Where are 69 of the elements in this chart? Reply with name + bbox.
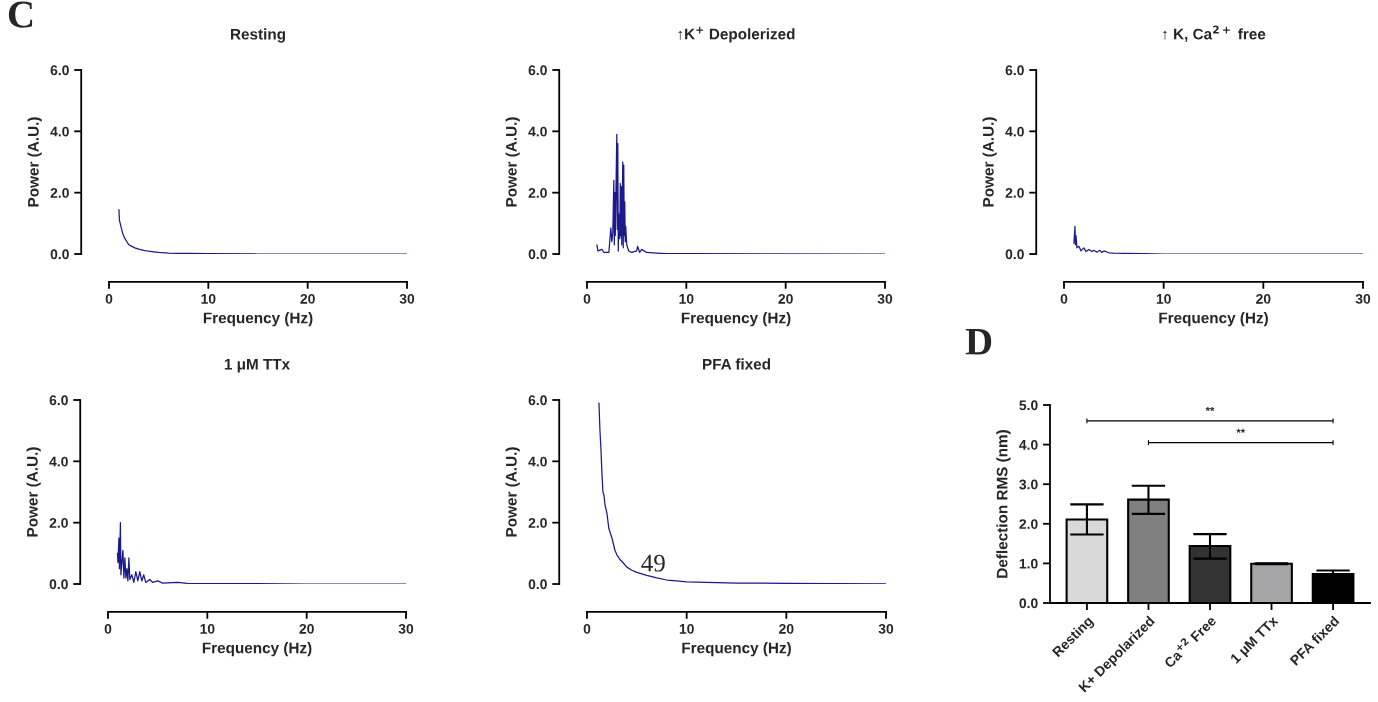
x-tick-label: 20 xyxy=(1256,293,1271,304)
x-axis-title: Frequency (Hz) xyxy=(202,642,312,657)
y-axis-title: Power (A.U.) xyxy=(505,447,520,537)
y-axis-title: Deflection RMS (nm) xyxy=(996,430,1011,578)
y-tick-label: 2.0 xyxy=(50,188,69,198)
x-tick-label: 20 xyxy=(779,623,794,634)
x-tick-label: 30 xyxy=(1355,293,1371,304)
x-axis-title: Frequency (Hz) xyxy=(203,312,313,327)
x-tick-label: 0 xyxy=(583,623,591,634)
y-tick-label: 1.0 xyxy=(1019,558,1038,569)
y-tick-label: 2.0 xyxy=(1019,519,1038,529)
y-tick-label: 3.0 xyxy=(1019,479,1038,490)
x-tick-label: 30 xyxy=(878,623,894,634)
chart-title: 1 μM TTx xyxy=(224,358,290,373)
x-axis-title: Frequency (Hz) xyxy=(681,312,791,327)
y-tick-label: 4.0 xyxy=(1019,439,1038,450)
x-tick-label: 20 xyxy=(778,293,793,304)
y-tick-label: 0.0 xyxy=(1005,249,1024,260)
chart-title: Resting xyxy=(231,28,285,43)
x-tick-label: 10 xyxy=(679,623,694,634)
y-tick-label: 4.0 xyxy=(528,126,547,137)
y-tick-label: 6.0 xyxy=(528,395,547,406)
chart-title: ↑ K, Ca$^{2+}$ free xyxy=(1163,25,1266,42)
x-tick-label: 0 xyxy=(105,293,113,304)
x-axis-title: Frequency (Hz) xyxy=(1159,312,1268,327)
text: D xyxy=(965,328,992,355)
y-tick-label: 6.0 xyxy=(528,65,547,76)
y-tick-label: 0.0 xyxy=(50,249,69,260)
y-axis-title: Power (A.U.) xyxy=(982,117,997,207)
y-axis-title: Power (A.U.) xyxy=(27,117,42,207)
y-tick-label: 4.0 xyxy=(50,126,69,137)
x-tick-label: 30 xyxy=(877,293,893,304)
y-tick-label: 2.0 xyxy=(49,518,68,528)
x-tick-label: 30 xyxy=(399,293,415,304)
x-tick-label: 0 xyxy=(104,623,112,634)
y-tick-label: 0.0 xyxy=(49,579,68,590)
y-tick-label: 2.0 xyxy=(528,188,547,198)
y-tick-label: 0.0 xyxy=(1019,598,1038,609)
y-tick-label: 6.0 xyxy=(49,395,68,406)
y-axis-title: Power (A.U.) xyxy=(26,447,41,537)
annotation: ** xyxy=(1236,428,1246,433)
y-tick-label: 6.0 xyxy=(50,65,69,76)
x-tick-label: 0 xyxy=(583,293,591,304)
y-tick-label: 0.0 xyxy=(528,249,547,260)
x-tick-label: 10 xyxy=(201,293,216,304)
x-tick-label: 20 xyxy=(300,293,315,304)
y-tick-label: 0.0 xyxy=(528,579,547,590)
x-tick-label: 10 xyxy=(200,623,215,634)
x-tick-label: 0 xyxy=(1060,293,1068,304)
y-tick-label: 2.0 xyxy=(1005,188,1024,198)
x-tick-label: 30 xyxy=(398,623,414,634)
y-tick-label: 2.0 xyxy=(528,518,547,528)
text: C xyxy=(8,1,33,28)
x-tick-label: Ca$^{+2}$ Free xyxy=(1161,613,1217,669)
y-tick-label: 4.0 xyxy=(528,456,547,467)
y-tick-label: 5.0 xyxy=(1019,400,1038,411)
y-axis-title: Power (A.U.) xyxy=(505,117,520,207)
y-tick-label: 6.0 xyxy=(1005,65,1024,76)
x-tick-label: 20 xyxy=(299,623,314,634)
x-tick-label: 1 μM TTx xyxy=(1229,615,1281,666)
x-axis-title: Frequency (Hz) xyxy=(682,642,791,657)
annotation: ** xyxy=(1205,406,1215,412)
chart-title: PFA fixed xyxy=(703,358,771,370)
chart-title: ↑K$^{+}$ Depolerized xyxy=(678,26,795,43)
x-tick-label: 10 xyxy=(679,293,694,304)
y-tick-label: 4.0 xyxy=(1005,126,1024,137)
x-tick-label: 10 xyxy=(1156,293,1171,304)
y-tick-label: 4.0 xyxy=(49,456,68,467)
annotation: 49 xyxy=(641,554,665,572)
